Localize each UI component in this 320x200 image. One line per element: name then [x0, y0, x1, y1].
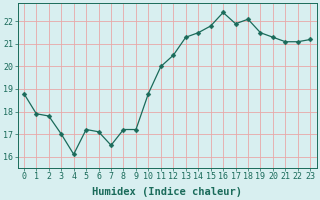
X-axis label: Humidex (Indice chaleur): Humidex (Indice chaleur): [92, 186, 242, 197]
